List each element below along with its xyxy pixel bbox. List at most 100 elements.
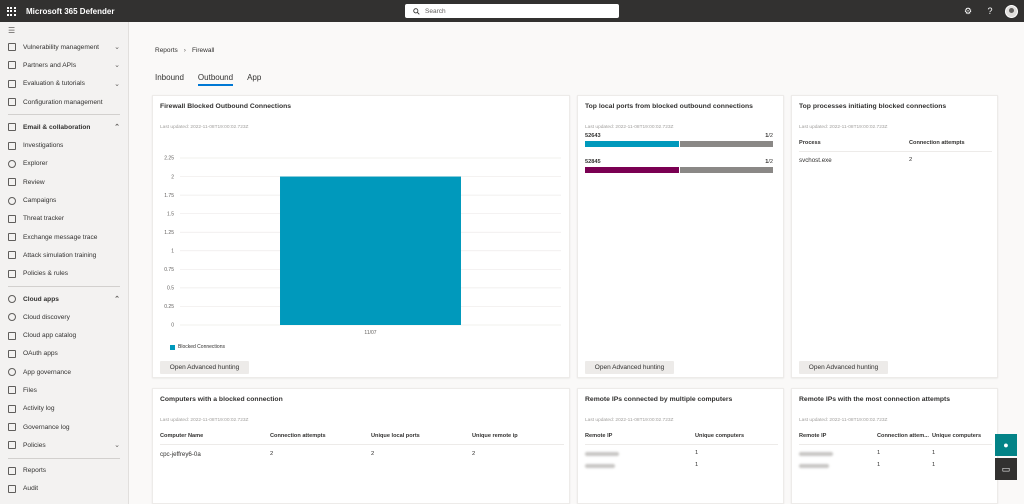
sidebar-item-activity-log[interactable]: Activity log xyxy=(0,400,128,418)
table-cell-attempts: 2 xyxy=(270,451,274,457)
sidebar-item-app-governance[interactable]: App governance xyxy=(0,363,128,381)
legend-label: Blocked Connections xyxy=(178,344,225,350)
port-name: 52643 xyxy=(585,133,601,139)
breadcrumb: Reports › Firewall xyxy=(155,47,214,54)
sidebar-divider xyxy=(8,114,120,116)
y-tick-label: 0.5 xyxy=(167,286,174,292)
sidebar-divider xyxy=(8,457,120,459)
tab-app[interactable]: App xyxy=(247,73,262,82)
y-tick-label: 1.5 xyxy=(167,211,174,217)
tab-outbound[interactable]: Outbound xyxy=(197,73,234,86)
avatar[interactable] xyxy=(1005,4,1018,18)
sidebar: ☰ Vulnerability management ⌄ Partners and… xyxy=(0,22,129,504)
column-header-process[interactable]: Process xyxy=(799,140,821,146)
chevron-down-icon: ⌄ xyxy=(114,44,120,51)
y-tick-label: 0.75 xyxy=(164,267,174,273)
last-updated: Last updated: 2022-11-08T19:00:02.723Z xyxy=(799,125,888,130)
sidebar-item-policies-rules[interactable]: Policies & rules xyxy=(0,265,128,283)
sidebar-item-audit[interactable]: Audit xyxy=(0,480,128,498)
redacted-remote-ip xyxy=(585,452,619,456)
table-cell-unique-computers: 1 xyxy=(695,462,699,468)
policies-icon xyxy=(8,269,16,278)
column-header-connection-attempts[interactable]: Connection attempts xyxy=(270,433,326,439)
column-header-connection-attempts[interactable]: Connection attem... xyxy=(877,433,929,439)
y-tick-label: 2 xyxy=(171,174,174,180)
sidebar-item-reports[interactable]: Reports xyxy=(0,462,128,480)
column-header-unique-computers[interactable]: Unique computers xyxy=(695,433,745,439)
tab-inbound[interactable]: Inbound xyxy=(155,73,184,82)
app-title[interactable]: Microsoft 365 Defender xyxy=(26,6,115,16)
sidebar-item-investigations[interactable]: Investigations xyxy=(0,136,128,154)
collapse-nav-icon[interactable]: ☰ xyxy=(8,25,16,35)
evaluation-icon xyxy=(8,79,16,88)
reports-icon xyxy=(8,466,16,475)
sidebar-item-oauth-apps[interactable]: OAuth apps xyxy=(0,345,128,363)
table-cell-computer-name[interactable]: cpc-jeffrey6-0a xyxy=(160,451,201,458)
last-updated: Last updated: 2022-11-08T19:00:02.723Z xyxy=(799,418,888,423)
tab-bar: Inbound Outbound App xyxy=(155,73,261,86)
sidebar-item-attack-simulation-training[interactable]: Attack simulation training xyxy=(0,246,128,264)
table-cell-process[interactable]: svchost.exe xyxy=(799,157,832,164)
cloud-discovery-icon xyxy=(8,313,16,322)
sidebar-item-explorer[interactable]: Explorer xyxy=(0,155,128,173)
sidebar-section-email-collaboration[interactable]: Email & collaboration ⌃ xyxy=(0,118,128,136)
open-advanced-hunting-button[interactable]: Open Advanced hunting xyxy=(585,361,674,374)
blocked-connections-chart: 0 0.25 0.5 0.75 1 1.25 1.5 1.75 2 2.25 11/07 xyxy=(164,156,561,336)
redacted-remote-ip xyxy=(799,464,829,468)
sidebar-item-vulnerability-management[interactable]: Vulnerability management ⌄ xyxy=(0,38,128,56)
card-title: Top processes initiating blocked connect… xyxy=(799,103,947,110)
partners-icon xyxy=(8,61,16,70)
search-input[interactable]: Search xyxy=(405,4,619,18)
port-bar-fill xyxy=(585,141,679,147)
column-header-unique-local-ports[interactable]: Unique local ports xyxy=(371,433,420,439)
sidebar-item-policies[interactable]: Policies ⌄ xyxy=(0,436,128,454)
policies-icon xyxy=(8,441,16,450)
sidebar-item-partners-apis[interactable]: Partners and APIs ⌄ xyxy=(0,56,128,74)
bar-blocked-connections[interactable] xyxy=(280,176,461,325)
chevron-up-icon: ⌃ xyxy=(114,124,120,132)
chevron-down-icon: ⌄ xyxy=(114,80,120,88)
open-advanced-hunting-button[interactable]: Open Advanced hunting xyxy=(160,361,249,374)
last-updated: Last updated: 2022-11-08T19:00:02.723Z xyxy=(585,125,674,130)
open-advanced-hunting-button[interactable]: Open Advanced hunting xyxy=(799,361,888,374)
sidebar-item-cloud-app-catalog[interactable]: Cloud app catalog xyxy=(0,326,128,344)
port-count: 1/2 xyxy=(765,133,773,139)
card-title: Remote IPs connected by multiple compute… xyxy=(585,396,733,403)
app-launcher-icon[interactable] xyxy=(0,0,22,22)
sidebar-section-cloud-apps[interactable]: Cloud apps ⌃ xyxy=(0,290,128,308)
chat-icon[interactable]: ▭ xyxy=(995,458,1017,480)
y-tick-label: 1.25 xyxy=(164,230,174,236)
card-top-ports: Top local ports from blocked outbound co… xyxy=(577,95,784,378)
sidebar-item-campaigns[interactable]: Campaigns xyxy=(0,191,128,209)
table-cell-attempts: 2 xyxy=(909,157,913,163)
help-icon[interactable]: ? xyxy=(987,6,993,16)
audit-icon xyxy=(8,484,16,493)
sidebar-item-evaluation-tutorials[interactable]: Evaluation & tutorials ⌄ xyxy=(0,75,128,93)
sidebar-item-exchange-message-trace[interactable]: Exchange message trace xyxy=(0,228,128,246)
sidebar-item-governance-log[interactable]: Governance log xyxy=(0,418,128,436)
column-header-unique-remote-ip[interactable]: Unique remote ip xyxy=(472,433,518,439)
table-cell-unique-computers: 1 xyxy=(932,462,936,468)
settings-gear-icon[interactable]: ⚙ xyxy=(963,5,973,16)
column-header-connection-attempts[interactable]: Connection attempts xyxy=(909,140,965,146)
card-title: Firewall Blocked Outbound Connections xyxy=(160,103,292,110)
sidebar-item-review[interactable]: Review xyxy=(0,173,128,191)
sidebar-item-cloud-discovery[interactable]: Cloud discovery xyxy=(0,308,128,326)
search-icon xyxy=(413,7,420,15)
y-tick-label: 2.25 xyxy=(164,156,174,162)
sidebar-item-configuration-management[interactable]: Configuration management xyxy=(0,93,128,111)
sidebar-item-threat-tracker[interactable]: Threat tracker xyxy=(0,210,128,228)
shield-icon xyxy=(8,43,16,52)
column-header-remote-ip[interactable]: Remote IP xyxy=(799,433,827,439)
column-header-unique-computers[interactable]: Unique computers xyxy=(932,433,982,439)
search-placeholder: Search xyxy=(425,7,446,15)
column-header-remote-ip[interactable]: Remote IP xyxy=(585,433,613,439)
sidebar-item-files[interactable]: Files xyxy=(0,381,128,399)
x-tick-label: 11/07 xyxy=(364,330,376,336)
feedback-lightbulb-icon[interactable]: ● xyxy=(995,434,1017,456)
activity-log-icon xyxy=(8,404,16,413)
breadcrumb-reports[interactable]: Reports xyxy=(155,47,178,54)
attack-simulation-icon xyxy=(8,251,16,260)
card-title: Computers with a blocked connection xyxy=(160,396,283,403)
column-header-computer-name[interactable]: Computer Name xyxy=(160,433,204,439)
